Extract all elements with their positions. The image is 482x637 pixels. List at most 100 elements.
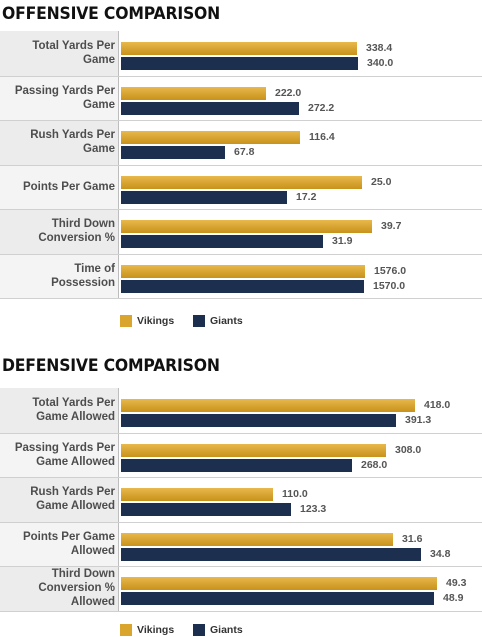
giants-value-label: 340.0 [367, 57, 394, 69]
vikings-value-label: 1576.0 [374, 264, 407, 277]
vikings-value-label: 418.0 [424, 399, 451, 411]
vikings-legend-swatch [120, 315, 132, 327]
axis-line [118, 31, 119, 76]
row-divider [0, 566, 482, 567]
chart-row: Passing Yards Per Game 222.0 272.2 [0, 75, 482, 120]
category-label: Passing Yards Per Game [14, 84, 115, 111]
vikings-bar [121, 532, 393, 546]
category-label-cell: Third Down Conversion % [0, 209, 118, 254]
vikings-value-label: 39.7 [381, 220, 402, 232]
chart-row: Third Down Conversion % 39.7 31.9 [0, 209, 482, 254]
axis-line [118, 566, 119, 611]
chart-bottom-line [0, 298, 482, 299]
defensive-comparison-chart: Total Yards Per Game Allowed 418.0 391.3 Pas… [0, 388, 482, 612]
offensive-legend: Vikings Giants [120, 314, 270, 328]
offensive-title: OFFENSIVE COMPARISON [2, 4, 221, 24]
giants-bar [121, 503, 291, 516]
axis-line [118, 209, 119, 254]
defensive-title: DEFENSIVE COMPARISON [2, 356, 220, 376]
vikings-legend-label: Vikings [137, 624, 175, 636]
giants-bar [121, 190, 287, 204]
category-label-cell: Third Down Conversion % Allowed [0, 566, 118, 611]
giants-value-label: 391.3 [405, 414, 432, 426]
vikings-bar [121, 488, 273, 501]
giants-value-label: 34.8 [430, 547, 451, 560]
vikings-value-label: 31.6 [402, 532, 423, 545]
chart-row: Rush Yards Per Game Allowed 110.0 123.3 [0, 477, 482, 522]
giants-bar [121, 414, 396, 427]
vikings-value-label: 338.4 [366, 42, 393, 54]
giants-value-label: 268.0 [361, 458, 388, 471]
row-divider [0, 253, 482, 255]
giants-value-label: 272.2 [308, 101, 335, 114]
giants-value-label: 123.3 [300, 503, 327, 515]
axis-line [118, 432, 119, 477]
vikings-value-label: 308.0 [395, 443, 422, 456]
vikings-bar [121, 131, 300, 144]
axis-line [118, 388, 119, 433]
category-label: Third Down Conversion % [38, 218, 115, 245]
giants-legend-swatch [193, 315, 205, 327]
axis-line [118, 521, 119, 566]
axis-line [118, 164, 119, 209]
chart-row: Rush Yards Per Game 116.4 67.8 [0, 120, 482, 165]
vikings-value-label: 49.3 [446, 577, 467, 589]
category-label-cell: Total Yards Per Game Allowed [0, 388, 118, 433]
giants-value-label: 17.2 [296, 190, 317, 203]
category-label-cell: Time of Possession [0, 253, 118, 298]
chart-row: Time of Possession 1576.0 1570.0 [0, 253, 482, 298]
vikings-bar [121, 220, 372, 233]
vikings-bar [121, 577, 437, 590]
category-label-cell: Rush Yards Per Game [0, 120, 118, 165]
category-label: Time of Possession [51, 262, 115, 289]
category-label-cell: Points Per Game Allowed [0, 521, 118, 566]
giants-bar [121, 57, 358, 70]
vikings-bar [121, 264, 365, 278]
category-label: Passing Yards Per Game Allowed [14, 441, 115, 468]
giants-legend-swatch [193, 624, 205, 636]
category-label-cell: Rush Yards Per Game Allowed [0, 477, 118, 522]
giants-legend-label: Giants [210, 315, 243, 327]
vikings-value-label: 110.0 [282, 488, 308, 500]
category-label: Total Yards Per Game Allowed [32, 397, 115, 424]
vikings-legend-label: Vikings [137, 315, 175, 327]
offensive-comparison-chart: Total Yards Per Game 338.4 340.0 Passing Yar… [0, 31, 482, 299]
row-divider [0, 209, 482, 210]
giants-value-label: 67.8 [234, 146, 255, 158]
axis-line [118, 120, 119, 165]
category-label-cell: Points Per Game [0, 164, 118, 209]
chart-row: Points Per Game Allowed 31.6 34.8 [0, 521, 482, 566]
vikings-bar [121, 86, 266, 100]
chart-row: Total Yards Per Game Allowed 418.0 391.3 [0, 388, 482, 433]
giants-value-label: 48.9 [443, 592, 464, 604]
vikings-bar [121, 399, 415, 412]
giants-bar [121, 547, 421, 561]
row-divider [0, 432, 482, 434]
vikings-bar [121, 443, 386, 457]
category-label: Third Down Conversion % Allowed [38, 568, 115, 609]
axis-line [118, 477, 119, 522]
row-divider [0, 75, 482, 77]
category-label: Rush Yards Per Game [30, 129, 115, 156]
row-divider [0, 120, 482, 121]
vikings-legend-swatch [120, 624, 132, 636]
category-label-cell: Passing Yards Per Game [0, 75, 118, 120]
giants-bar [121, 235, 323, 248]
row-divider [0, 164, 482, 166]
category-label: Points Per Game [22, 180, 115, 193]
vikings-bar [121, 42, 357, 55]
vikings-bar [121, 175, 362, 189]
chart-row: Passing Yards Per Game Allowed 308.0 268.0 [0, 432, 482, 477]
category-label-cell: Passing Yards Per Game Allowed [0, 432, 118, 477]
row-divider [0, 477, 482, 478]
giants-legend-label: Giants [210, 624, 243, 636]
row-divider [0, 521, 482, 523]
category-label: Points Per Game Allowed [22, 530, 115, 557]
vikings-value-label: 25.0 [371, 175, 392, 188]
chart-row: Total Yards Per Game 338.4 340.0 [0, 31, 482, 76]
giants-bar [121, 146, 225, 159]
chart-row: Third Down Conversion % Allowed 49.3 48.9 [0, 566, 482, 611]
defensive-legend: Vikings Giants [120, 623, 270, 637]
giants-bar [121, 458, 352, 472]
axis-line [118, 253, 119, 298]
